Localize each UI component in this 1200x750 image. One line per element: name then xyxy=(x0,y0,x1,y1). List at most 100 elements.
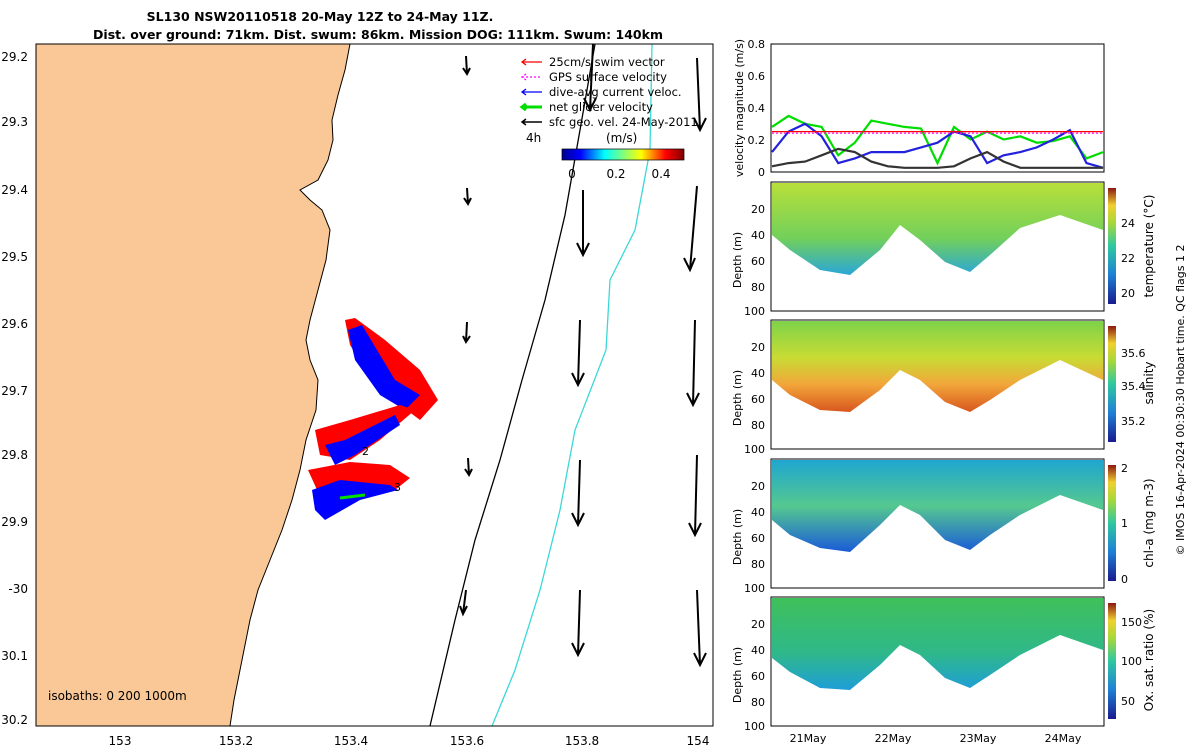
velocity-series-4 xyxy=(771,147,1103,169)
lat-tick: 29.9 xyxy=(1,515,28,529)
ox-ytick: 100 xyxy=(744,720,765,733)
chl-cbar-tick: 1 xyxy=(1121,517,1128,530)
heatmap-yaxes: 20 40 60 80 100 20 40 60 80 100 20 40 60… xyxy=(744,203,765,733)
temp-ytick: 60 xyxy=(751,255,765,268)
lat-tick: 29.6 xyxy=(1,317,28,331)
ox-cbar-tick: 150 xyxy=(1121,616,1142,629)
ox-ytick: 60 xyxy=(751,670,765,683)
lon-tick: 153.8 xyxy=(565,734,599,748)
lat-tick: -30 xyxy=(8,582,28,596)
vel-ytick: 0 xyxy=(758,166,765,179)
lat-tick: 29.5 xyxy=(1,250,28,264)
legend-gps-icon xyxy=(520,73,542,81)
sal-field xyxy=(772,321,1103,412)
colorbar-labels: temperature (°C) salinity chl-a (mg m-3)… xyxy=(1142,195,1156,712)
temp-ytick: 40 xyxy=(751,229,765,242)
chl-ytick: 60 xyxy=(751,532,765,545)
sal-ytick: 100 xyxy=(744,443,765,456)
temperature-panel xyxy=(770,181,1116,312)
sal-ytick: 40 xyxy=(751,367,765,380)
ox-cbar-label: Ox. sat. ratio (%) xyxy=(1142,609,1156,711)
lat-tick: 30.1 xyxy=(1,649,28,663)
cbar-tick-2: 0.4 xyxy=(651,167,670,181)
velocity-series xyxy=(771,114,1104,169)
ox-colorbar xyxy=(1108,603,1116,719)
chl-ylabel: Depth (m) xyxy=(731,509,744,565)
sal-ytick: 20 xyxy=(751,341,765,354)
time-tick: 24May xyxy=(1045,732,1082,745)
legend-net-icon xyxy=(519,102,542,112)
lat-tick: 29.3 xyxy=(1,115,28,129)
vel-ytick: 0.8 xyxy=(748,38,766,51)
cbar-tick-0: 0 xyxy=(568,167,576,181)
ox-ytick: 80 xyxy=(751,696,765,709)
chl-ytick: 40 xyxy=(751,506,765,519)
lat-tick: 29.2 xyxy=(1,50,28,64)
temp-ytick: 20 xyxy=(751,203,765,216)
lon-tick: 153.6 xyxy=(450,734,484,748)
velocity-frame xyxy=(770,43,1105,173)
time-tick: 23May xyxy=(960,732,997,745)
footer-credit: © IMOS 16-Apr-2024 00:30:30 Hobart time.… xyxy=(1174,245,1187,556)
sal-ytick: 60 xyxy=(751,393,765,406)
sal-cbar-tick: 35.6 xyxy=(1121,347,1146,360)
oxygen-panel xyxy=(770,596,1116,727)
velocity-yticks: 0 0.2 0.4 0.6 0.8 xyxy=(748,38,766,179)
chl-field xyxy=(772,460,1103,552)
geo-velocity-arrows xyxy=(459,43,707,668)
title-line2: Dist. over ground: 71km. Dist. swum: 86k… xyxy=(93,27,663,42)
lat-tick: 29.7 xyxy=(1,384,28,398)
sal-cbar-label: salinity xyxy=(1142,361,1156,404)
temp-cbar-tick: 20 xyxy=(1121,287,1135,300)
cbar-tick-1: 0.2 xyxy=(606,167,625,181)
legend-gps: GPS surface velocity xyxy=(549,70,667,84)
lat-tick: 29.8 xyxy=(1,448,28,462)
velocity-ylabel: velocity magnitude (m/s) xyxy=(733,39,746,177)
chl-cbar-tick: 0 xyxy=(1121,573,1128,586)
lat-axis: 29.2 29.3 29.4 29.5 29.6 29.7 29.8 29.9 … xyxy=(1,50,28,727)
chl-cbar-tick: 2 xyxy=(1121,462,1128,475)
chl-cbar-label: chl-a (mg m-3) xyxy=(1142,478,1156,567)
ox-field xyxy=(772,598,1103,690)
time-tick: 22May xyxy=(875,732,912,745)
legend-current-icon xyxy=(520,88,542,96)
legend-net: net glider velocity xyxy=(549,100,653,114)
ox-cbar-tick: 50 xyxy=(1121,695,1135,708)
map-legend: 25cm/s swim vector GPS surface velocity … xyxy=(519,55,698,181)
colorbar-title: (m/s) xyxy=(606,131,637,145)
land-mass xyxy=(35,43,351,727)
chla-panel xyxy=(770,458,1116,589)
velocity-chart: 0 0.2 0.4 0.6 0.8 velocity magnitude (m/… xyxy=(733,38,1105,179)
sal-ytick: 80 xyxy=(751,419,765,432)
temp-cbar-tick: 24 xyxy=(1121,217,1135,230)
lon-tick: 154 xyxy=(687,734,710,748)
chl-ytick: 20 xyxy=(751,480,765,493)
vel-ytick: 0.6 xyxy=(748,70,766,83)
temp-cbar-label: temperature (°C) xyxy=(1142,195,1156,298)
speed-colorbar xyxy=(561,148,685,161)
velocity-series-1 xyxy=(771,122,1104,169)
ox-cbar-tick: 100 xyxy=(1121,655,1142,668)
legend-geo-icon xyxy=(520,118,542,126)
lat-tick: 29.4 xyxy=(1,183,28,197)
vel-ytick: 0.2 xyxy=(748,134,766,147)
salinity-panel xyxy=(770,319,1116,450)
vel-ytick: 0.4 xyxy=(748,102,766,115)
ox-ytick: 40 xyxy=(751,644,765,657)
ox-ytick: 20 xyxy=(751,618,765,631)
legend-geo: sfc geo. vel. 24-May-2011 xyxy=(549,115,698,129)
chl-colorbar xyxy=(1108,465,1116,581)
temp-ytick: 80 xyxy=(751,281,765,294)
sal-colorbar xyxy=(1108,326,1116,442)
map-frame xyxy=(35,43,714,727)
time-tick: 21May xyxy=(790,732,827,745)
lat-tick: 30.2 xyxy=(1,713,28,727)
track-annotation-3: 3 xyxy=(394,481,401,494)
interval-label: 4h xyxy=(526,131,541,145)
temp-field xyxy=(772,183,1103,275)
track-annotation-2: 2 xyxy=(362,445,369,458)
legend-current: dive-avg current veloc. xyxy=(549,85,682,99)
legend-swim-icon xyxy=(520,58,542,66)
temp-ytick: 100 xyxy=(744,305,765,318)
